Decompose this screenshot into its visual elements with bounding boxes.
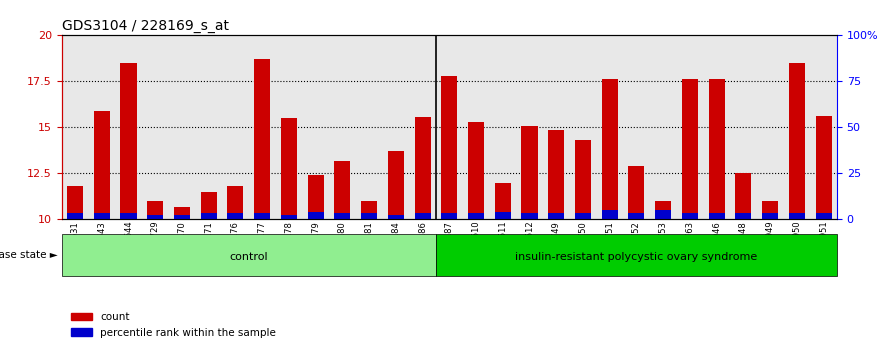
Bar	[227, 186, 243, 219]
Bar	[682, 213, 698, 219]
Bar	[522, 213, 537, 219]
Bar	[762, 201, 778, 219]
Bar	[708, 79, 725, 219]
Bar	[736, 213, 751, 219]
Bar	[788, 213, 805, 219]
Bar	[495, 183, 511, 219]
Bar	[788, 63, 805, 219]
Bar	[93, 213, 110, 219]
Bar	[281, 215, 297, 219]
Bar	[736, 173, 751, 219]
Bar	[415, 213, 431, 219]
Bar	[602, 210, 618, 219]
Bar	[281, 118, 297, 219]
Bar	[468, 213, 484, 219]
Bar	[254, 213, 270, 219]
Bar	[575, 140, 591, 219]
Bar	[361, 213, 377, 219]
Bar	[522, 126, 537, 219]
Bar	[361, 201, 377, 219]
Bar	[816, 213, 832, 219]
Bar	[762, 213, 778, 219]
Text: insulin-resistant polycystic ovary syndrome: insulin-resistant polycystic ovary syndr…	[515, 252, 758, 262]
Bar	[201, 213, 217, 219]
Bar	[121, 213, 137, 219]
Bar	[575, 213, 591, 219]
Bar	[415, 117, 431, 219]
Bar	[93, 111, 110, 219]
FancyBboxPatch shape	[436, 234, 837, 276]
Bar	[67, 186, 83, 219]
Bar	[147, 215, 163, 219]
Text: control: control	[229, 252, 268, 262]
Bar	[468, 122, 484, 219]
Bar	[147, 201, 163, 219]
Bar	[227, 213, 243, 219]
Bar	[708, 213, 725, 219]
Bar	[254, 59, 270, 219]
Text: disease state ►: disease state ►	[0, 250, 58, 260]
Bar	[388, 152, 403, 219]
Bar	[602, 79, 618, 219]
FancyBboxPatch shape	[62, 234, 436, 276]
Bar	[441, 213, 457, 219]
Bar	[655, 201, 671, 219]
Bar	[174, 207, 190, 219]
Bar	[441, 76, 457, 219]
Bar	[495, 212, 511, 219]
Bar	[201, 192, 217, 219]
Bar	[548, 130, 564, 219]
Bar	[628, 213, 645, 219]
Bar	[816, 116, 832, 219]
Bar	[174, 215, 190, 219]
Bar	[335, 213, 351, 219]
Bar	[682, 79, 698, 219]
Bar	[307, 175, 323, 219]
Bar	[335, 161, 351, 219]
Bar	[388, 215, 403, 219]
Bar	[548, 213, 564, 219]
Bar	[121, 63, 137, 219]
Legend: count, percentile rank within the sample: count, percentile rank within the sample	[67, 308, 280, 342]
Bar	[655, 210, 671, 219]
Bar	[628, 166, 645, 219]
Bar	[67, 213, 83, 219]
Text: GDS3104 / 228169_s_at: GDS3104 / 228169_s_at	[62, 19, 229, 33]
Bar	[307, 212, 323, 219]
